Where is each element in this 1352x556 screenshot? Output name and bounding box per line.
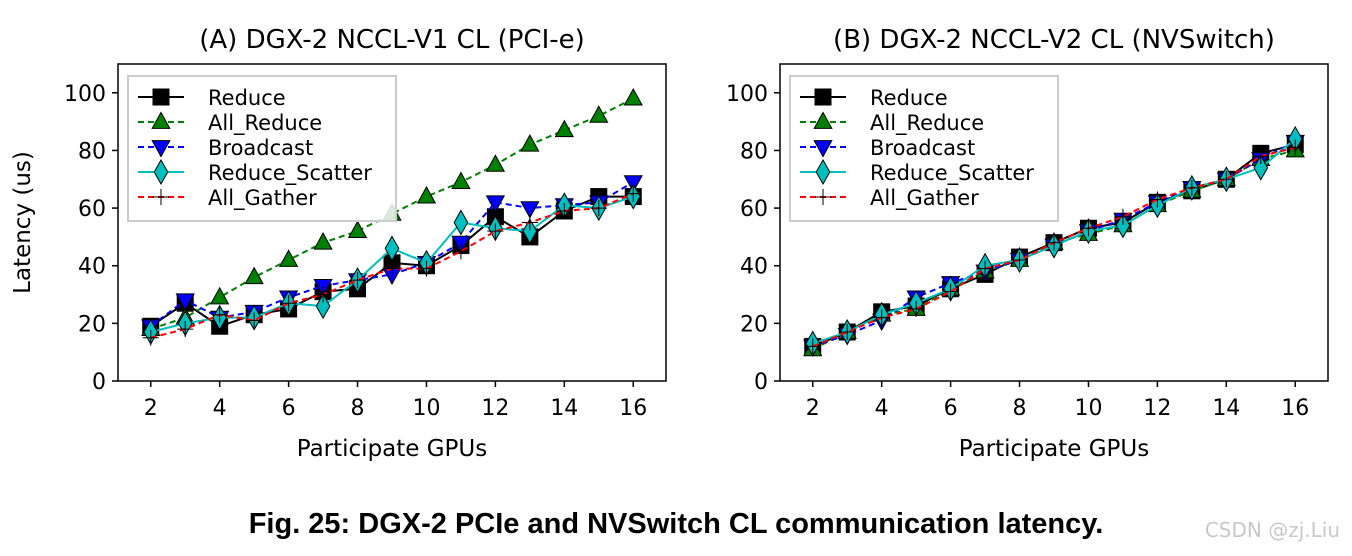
- x-tick-label: 12: [481, 396, 509, 421]
- legend-marker: [814, 88, 832, 106]
- chart-title: (B) DGX-2 NCCL-V2 CL (NVSwitch): [833, 25, 1275, 55]
- data-point: [210, 286, 230, 305]
- x-axis-label: Participate GPUs: [297, 436, 488, 462]
- legend-marker: [152, 88, 170, 106]
- legend-label: All_Reduce: [870, 111, 984, 136]
- x-tick-label: 14: [550, 396, 578, 421]
- data-point: [315, 293, 331, 320]
- y-tick-label: 60: [78, 197, 106, 222]
- series-all-gather: [804, 139, 1304, 355]
- axes-frame: [117, 63, 667, 382]
- watermark: CSDN @zj.Liu: [1204, 518, 1340, 542]
- data-point: [520, 134, 540, 152]
- data-point: [589, 105, 609, 123]
- data-point: [244, 266, 264, 285]
- y-tick-label: 20: [78, 312, 106, 337]
- data-point: [347, 220, 368, 239]
- axes-frame: [779, 63, 1329, 382]
- legend-marker: [151, 111, 171, 129]
- x-axis-label: Participate GPUs: [959, 436, 1150, 462]
- x-tick-label: 14: [1212, 396, 1240, 421]
- legend-label: Broadcast: [208, 136, 313, 160]
- data-point: [453, 209, 469, 236]
- series-all-gather: [142, 185, 642, 346]
- y-tick-label: 60: [740, 197, 768, 222]
- legend-box: [127, 75, 397, 222]
- legend-marker: [813, 111, 833, 129]
- data-point: [451, 171, 471, 190]
- data-point: [1115, 212, 1131, 239]
- data-point: [384, 235, 400, 262]
- data-point: [416, 185, 437, 204]
- data-point: [554, 119, 574, 138]
- y-tick-label: 80: [740, 139, 768, 164]
- legend-label: Reduce_Scatter: [208, 161, 372, 186]
- x-tick-label: 6: [944, 396, 958, 421]
- legend-marker: [813, 140, 833, 158]
- data-point: [1253, 154, 1269, 181]
- x-tick-label: 2: [144, 396, 158, 421]
- legend-marker: [151, 140, 171, 158]
- legend-label: All_Gather: [208, 186, 317, 211]
- y-tick-label: 40: [78, 255, 106, 280]
- subplot-a: (A) DGX-2 NCCL-V1 CL (PCI-e) Participate …: [10, 25, 667, 462]
- legend: ReduceAll_ReduceBroadcastReduce_ScatterA…: [789, 75, 1059, 222]
- y-tick-label: 20: [740, 312, 768, 337]
- data-point: [485, 195, 506, 213]
- data-point: [278, 249, 299, 267]
- x-tick-label: 4: [875, 396, 889, 421]
- legend-marker: [815, 158, 831, 186]
- x-tick-label: 8: [351, 396, 365, 421]
- legend: ReduceAll_ReduceBroadcastReduce_ScatterA…: [127, 75, 397, 222]
- legend-label: Broadcast: [870, 136, 975, 160]
- x-tick-label: 6: [282, 396, 296, 421]
- legend-label: All_Reduce: [208, 111, 322, 136]
- data-point: [522, 218, 538, 245]
- chart-title: (A) DGX-2 NCCL-V1 CL (PCI-e): [199, 25, 585, 55]
- x-tick-label: 10: [1074, 396, 1102, 421]
- legend-label: Reduce: [870, 86, 948, 110]
- x-tick-label: 16: [1281, 396, 1309, 421]
- legend-label: Reduce: [208, 86, 286, 110]
- data-point: [175, 293, 195, 311]
- x-tick-label: 8: [1013, 396, 1027, 421]
- y-tick-label: 100: [64, 82, 106, 107]
- data-point: [313, 232, 333, 250]
- legend-label: All_Gather: [870, 186, 979, 211]
- x-tick-label: 16: [619, 396, 647, 421]
- y-tick-label: 40: [740, 255, 768, 280]
- figure-caption: Fig. 25: DGX-2 PCIe and NVSwitch CL comm…: [248, 508, 1104, 540]
- y-tick-label: 0: [92, 370, 106, 395]
- x-tick-label: 2: [806, 396, 820, 421]
- x-tick-label: 4: [213, 396, 227, 421]
- y-axis-label: Latency (us): [10, 151, 36, 294]
- data-point: [623, 87, 643, 106]
- legend-marker: [153, 158, 169, 186]
- data-point: [520, 201, 540, 219]
- x-tick-label: 12: [1143, 396, 1171, 421]
- x-tick-label: 10: [412, 396, 440, 421]
- y-tick-label: 100: [726, 82, 768, 107]
- y-tick-label: 0: [754, 370, 768, 395]
- subplot-b: (B) DGX-2 NCCL-V2 CL (NVSwitch) Participa…: [726, 25, 1329, 462]
- legend-label: Reduce_Scatter: [870, 161, 1034, 186]
- data-point: [485, 154, 506, 172]
- y-tick-label: 80: [78, 139, 106, 164]
